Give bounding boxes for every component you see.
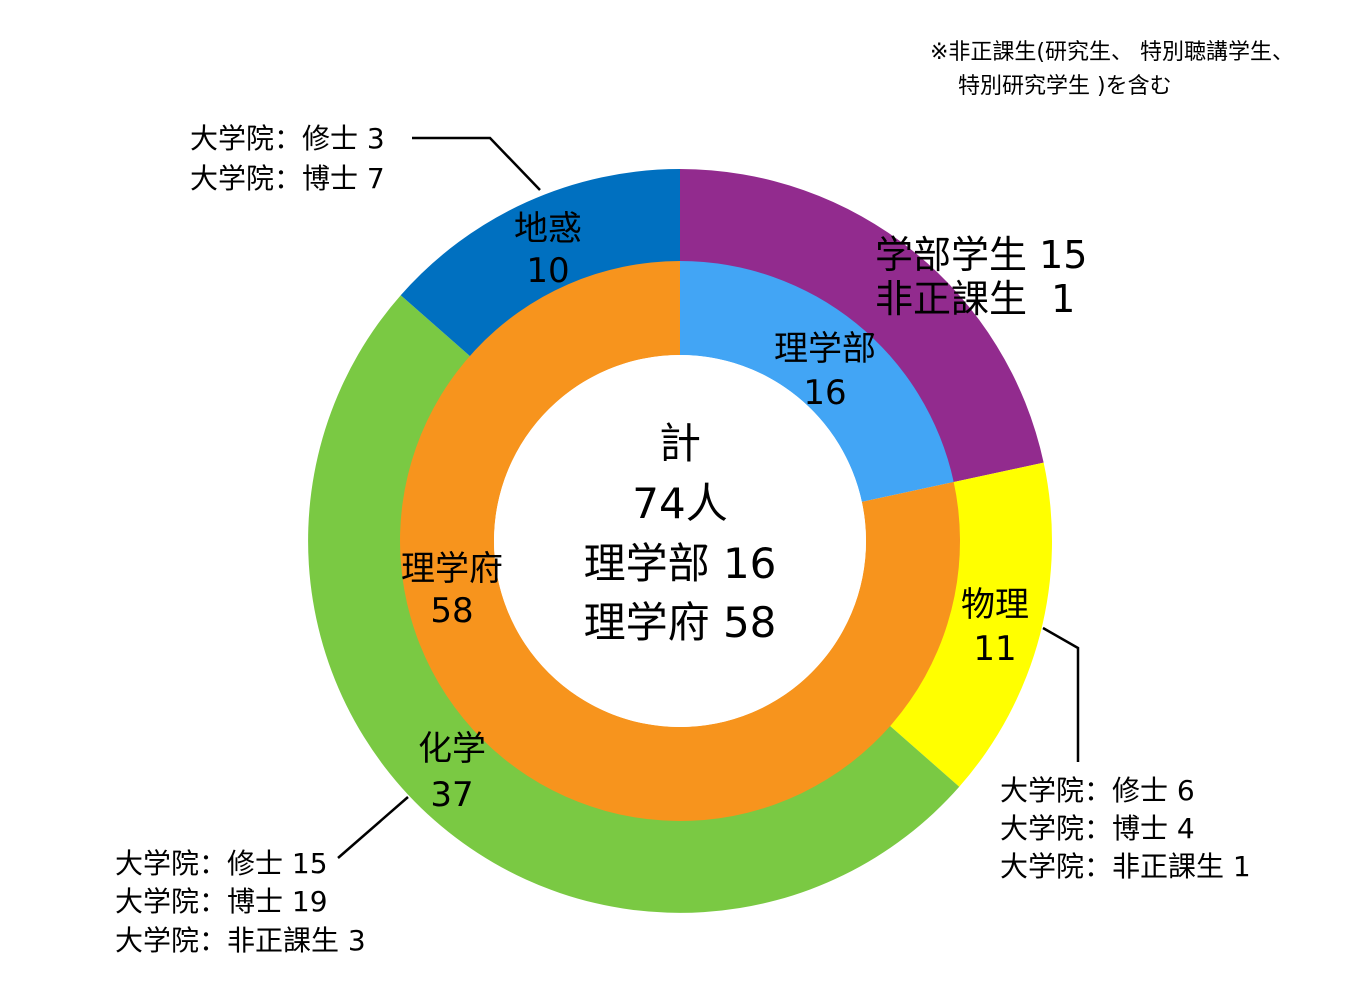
callout-text: 大学院：非正課生 3	[115, 924, 366, 957]
leader-line-butsuri	[1042, 626, 1080, 762]
outer-label-name: 化学	[418, 729, 486, 769]
outer-label-undergrad: 学部学生 15	[875, 233, 1087, 277]
inner-slice-0	[680, 261, 954, 502]
outer-label-value: 37	[430, 775, 473, 815]
inner-label-name: 理学部	[774, 329, 876, 369]
donut-hole	[494, 355, 866, 727]
inner-label-value: 58	[430, 591, 473, 631]
callout-text: 大学院：博士 19	[115, 885, 328, 918]
footnote-line-1: ※非正課生(研究生、 特別聴講学生、	[930, 40, 1295, 65]
inner-label-name: 理学府	[401, 549, 503, 589]
callout-text: 大学院：修士 15	[115, 847, 328, 880]
outer-label-name: 物理	[961, 585, 1029, 625]
leader-line-kagaku	[337, 796, 409, 859]
callout-text: 大学院：博士 4	[1000, 812, 1195, 845]
center-rigakufu: 理学府 58	[584, 598, 777, 647]
inner-label-value: 16	[803, 373, 846, 413]
outer-label-nondegree: 非正課生 1	[875, 277, 1075, 321]
center-total: 74人	[632, 479, 727, 528]
outer-slice-1	[887, 462, 1052, 787]
callout-text: 大学院：修士 6	[1000, 774, 1195, 807]
callout-text: 大学院：非正課生 1	[1000, 850, 1251, 883]
outer-slice-2	[308, 295, 960, 913]
outer-label-value: 11	[973, 629, 1016, 669]
callout-text: 大学院：修士 3	[190, 122, 385, 155]
footnote: ※非正課生(研究生、 特別聴講学生、 特別研究学生 )を含む	[930, 36, 1294, 104]
outer-slice-3	[400, 169, 680, 359]
leader-line-chiwaku	[412, 136, 541, 191]
center-title: 計	[659, 419, 701, 468]
outer-label-name: 地惑	[514, 209, 582, 249]
inner-ring	[400, 261, 960, 822]
outer-slice-0	[680, 169, 1044, 483]
outer-label-value: 10	[526, 251, 569, 291]
outer-ring	[308, 169, 1052, 913]
inner-slice-1	[400, 261, 960, 822]
center-rigakubu: 理学部 16	[584, 539, 777, 588]
callout-text: 大学院：博士 7	[190, 162, 385, 195]
footnote-line-2: 特別研究学生 )を含む	[958, 74, 1172, 99]
